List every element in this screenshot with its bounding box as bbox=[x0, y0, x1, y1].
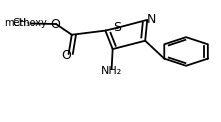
Text: O: O bbox=[62, 49, 71, 61]
Text: CH₃: CH₃ bbox=[12, 18, 30, 28]
Text: methoxy: methoxy bbox=[4, 18, 47, 28]
Text: N: N bbox=[147, 13, 156, 26]
Text: O: O bbox=[50, 18, 60, 30]
Text: S: S bbox=[113, 20, 121, 34]
Text: NH₂: NH₂ bbox=[101, 66, 122, 76]
